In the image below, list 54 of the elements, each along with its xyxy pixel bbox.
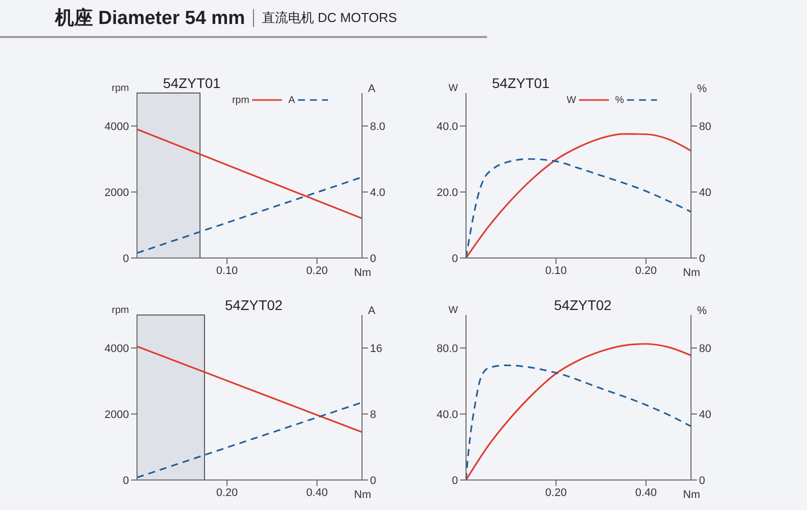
chart-title: 54ZYT01 xyxy=(492,75,550,91)
legend-label: % xyxy=(615,95,625,106)
y2-tick-label: 0 xyxy=(699,252,706,265)
x-axis-title: Nm xyxy=(683,267,700,279)
text: 机座 Diameter 54 mm xyxy=(55,6,246,31)
text: 直流电机 DC MOTORS xyxy=(253,9,397,27)
y2-tick-label: 40 xyxy=(699,186,712,199)
y-tick-label: 4000 xyxy=(104,120,129,133)
y-axis-title: rpm xyxy=(112,83,129,94)
y2-axis-title: % xyxy=(697,83,707,95)
x-tick-label: 0.20 xyxy=(545,486,567,499)
y-tick-label: 4000 xyxy=(104,342,129,355)
legend-label: rpm xyxy=(232,95,250,106)
x-axis-title: Nm xyxy=(354,489,372,501)
y2-tick-label: 8.0 xyxy=(370,120,386,133)
y-tick-label: 2000 xyxy=(104,186,129,199)
x-tick-label: 0.10 xyxy=(545,264,567,277)
y2-tick-label: 8 xyxy=(370,408,376,421)
x-tick-label: 0.20 xyxy=(306,264,328,277)
y2-tick-label: 40 xyxy=(699,408,712,421)
y-tick-label: 40.0 xyxy=(436,120,458,133)
y2-tick-label: 80 xyxy=(699,342,712,355)
y2-tick-label: 4.0 xyxy=(370,186,386,199)
y-tick-label: 0 xyxy=(122,474,129,487)
y2-axis-title: % xyxy=(697,305,707,317)
chart-title: 54ZYT02 xyxy=(225,297,283,313)
legend-label: A xyxy=(288,95,296,106)
x-tick-label: 0.10 xyxy=(216,264,238,277)
y-axis-title: W xyxy=(448,83,458,94)
y2-tick-label: 0 xyxy=(699,474,706,487)
y2-axis-title: A xyxy=(368,305,376,317)
chart-title: 54ZYT02 xyxy=(554,297,612,313)
chart-title: 54ZYT01 xyxy=(163,75,221,91)
y-tick-label: 80.0 xyxy=(436,342,458,355)
x-tick-label: 0.20 xyxy=(216,486,238,499)
y-axis-title: rpm xyxy=(112,305,129,316)
y-tick-label: 40.0 xyxy=(436,408,458,421)
y2-tick-label: 80 xyxy=(699,120,712,133)
y-tick-label: 0 xyxy=(452,252,458,265)
y2-axis-title: A xyxy=(368,83,376,95)
y2-tick-label: 0 xyxy=(370,252,376,265)
y-axis-title: W xyxy=(448,305,458,316)
x-tick-label: 0.20 xyxy=(635,264,657,277)
x-tick-label: 0.40 xyxy=(635,486,657,499)
y-tick-label: 0 xyxy=(122,252,129,265)
x-axis-title: Nm xyxy=(683,489,700,501)
legend-label: W xyxy=(566,95,578,106)
y-tick-label: 20.0 xyxy=(436,186,458,199)
y2-tick-label: 0 xyxy=(370,474,376,487)
y-tick-label: 2000 xyxy=(104,408,129,421)
x-axis-title: Nm xyxy=(354,267,372,279)
y-tick-label: 0 xyxy=(452,474,458,487)
y2-tick-label: 16 xyxy=(370,342,382,355)
x-tick-label: 0.40 xyxy=(306,486,328,499)
